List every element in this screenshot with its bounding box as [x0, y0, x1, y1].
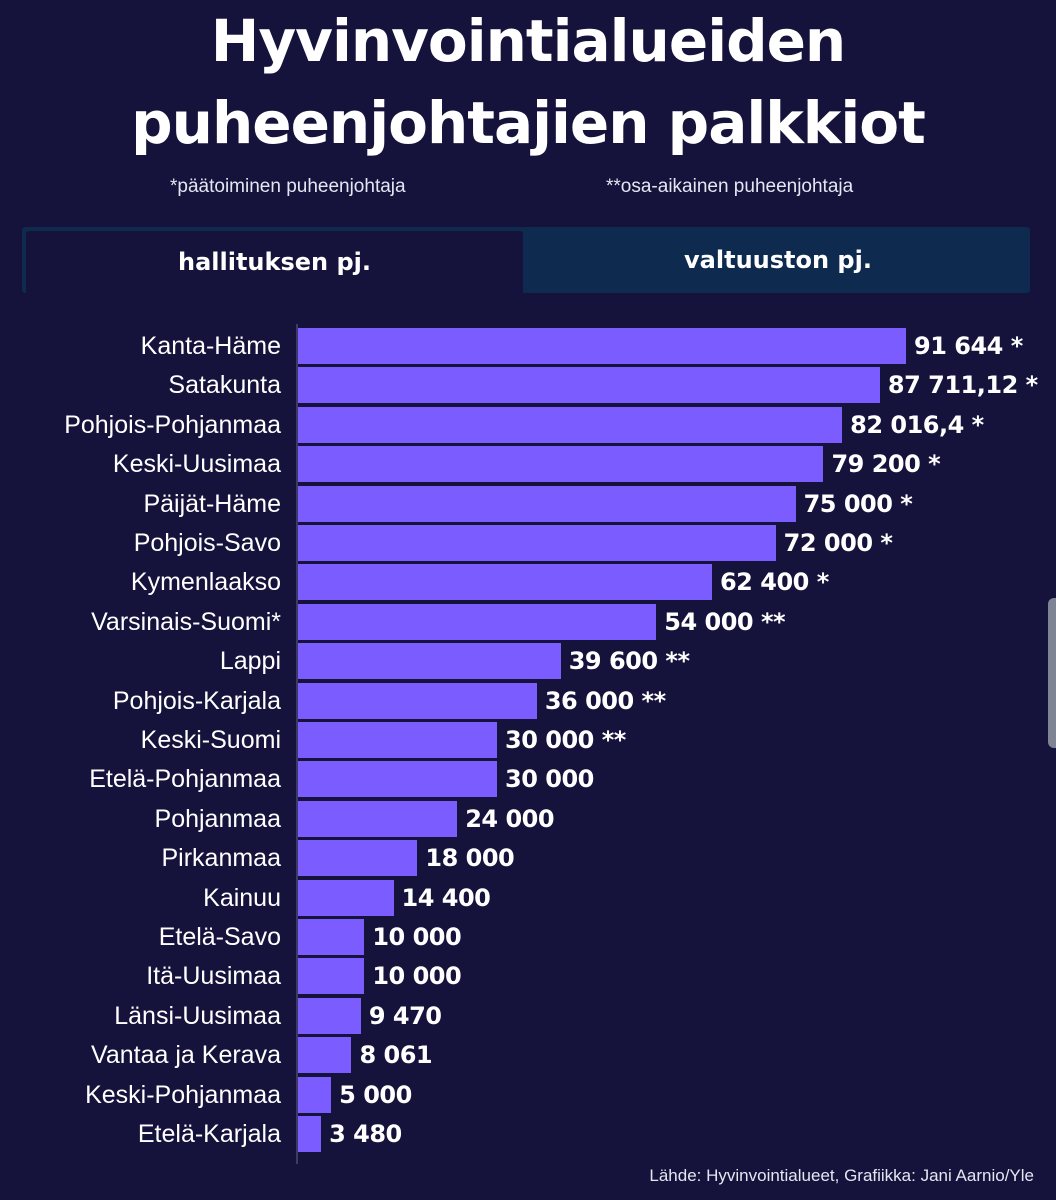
bar: [298, 800, 458, 837]
value-label: 75 000 *: [803, 489, 913, 518]
bar-row: Keski-Suomi 30 000 **: [0, 722, 1056, 758]
bar: [298, 840, 418, 877]
value-label: 5 000: [339, 1080, 412, 1109]
category-label: Pohjois-Karjala: [112, 686, 281, 715]
bar-row: Kanta-Häme 91 644 *: [0, 328, 1056, 364]
bar: [298, 761, 498, 798]
value-label: 36 000 **: [544, 686, 666, 715]
chart-title-line-1: Hyvinvointialueiden: [210, 7, 846, 75]
bar-row: Kainuu 14 400: [0, 879, 1056, 916]
value-label: 18 000: [425, 844, 515, 873]
bar: [298, 919, 365, 955]
value-label: 87 711,12 *: [887, 371, 1038, 400]
bar-row: Keski-Pohjanmaa 5 000: [0, 1076, 1056, 1113]
value-label: 54 000 **: [664, 607, 786, 636]
value-label: 24 000: [465, 804, 555, 833]
bar: [298, 485, 796, 522]
category-label: Lappi: [219, 647, 281, 676]
category-label: Satakunta: [168, 371, 281, 400]
value-label: 14 400: [401, 883, 491, 912]
value-label: 82 016,4 *: [850, 410, 984, 439]
bar-row: Pohjois-Savo 72 000 *: [0, 525, 1056, 561]
footnotes: *päätoiminen puheenjohtaja **osa-aikaine…: [0, 176, 1056, 206]
value-label: 8 061: [359, 1041, 433, 1070]
bar: [298, 1037, 352, 1074]
bar-row: Kymenlaakso 62 400 *: [0, 564, 1056, 601]
bar: [298, 446, 824, 483]
category-label: Pirkanmaa: [161, 844, 282, 873]
bar: [298, 643, 561, 680]
bar: [298, 564, 712, 601]
category-label: Pohjanmaa: [154, 804, 281, 833]
bar-row: Itä-Uusimaa 10 000: [0, 958, 1056, 995]
bar: [298, 1076, 332, 1113]
value-label: 9 470: [368, 1001, 442, 1030]
category-label: Kainuu: [203, 883, 281, 912]
bar-row: Pirkanmaa 18 000: [0, 840, 1056, 877]
bar: [298, 997, 361, 1034]
bar: [298, 603, 657, 640]
y-axis-line: [296, 324, 298, 1164]
bar-row: Lappi 39 600 **: [0, 643, 1056, 680]
value-label: 62 400 *: [719, 568, 829, 597]
tab-bar: hallituksen pj. valtuuston pj.: [22, 227, 1030, 293]
category-label: Pohjois-Pohjanmaa: [64, 410, 281, 439]
bar-row: Etelä-Savo 10 000: [0, 919, 1056, 955]
bar-row: Satakunta 87 711,12 *: [0, 367, 1056, 404]
category-label: Päijät-Häme: [143, 489, 281, 518]
category-label: Varsinais-Suomi*: [91, 607, 281, 636]
bar-row: Päijät-Häme 75 000 *: [0, 485, 1056, 522]
category-label: Pohjois-Savo: [133, 529, 281, 557]
category-label: Keski-Suomi: [140, 726, 281, 754]
bar-row: Pohjois-Pohjanmaa 82 016,4 *: [0, 406, 1056, 443]
category-label: Kanta-Häme: [140, 332, 281, 360]
note-fulltime: *päätoiminen puheenjohtaja: [170, 176, 406, 197]
value-label: 79 200 *: [831, 450, 941, 479]
value-label: 10 000: [372, 923, 462, 951]
bar: [298, 958, 365, 995]
bar-row: Pohjois-Karjala 36 000 **: [0, 682, 1056, 719]
bar: [298, 406, 843, 443]
bar: [298, 879, 394, 916]
bar: [298, 682, 537, 719]
bar-row: Etelä-Karjala 3 480: [0, 1116, 1056, 1152]
value-label: 10 000: [372, 962, 462, 991]
category-label: Länsi-Uusimaa: [114, 1001, 281, 1030]
category-label: Etelä-Pohjanmaa: [89, 765, 281, 794]
value-label: 72 000 *: [783, 529, 893, 557]
value-label: 3 480: [329, 1120, 402, 1148]
chart-title: Hyvinvointialueiden puheenjohtajien palk…: [0, 0, 1056, 164]
value-label: 30 000 **: [505, 726, 626, 754]
bar-row: Keski-Uusimaa 79 200 *: [0, 446, 1056, 483]
tab-hallituksen-pj[interactable]: hallituksen pj.: [26, 231, 523, 293]
scrollbar-handle[interactable]: [1048, 598, 1056, 748]
value-label: 91 644 *: [914, 332, 1023, 360]
value-label: 30 000: [505, 765, 594, 794]
bar-row: Etelä-Pohjanmaa 30 000: [0, 761, 1056, 798]
source-credit: Lähde: Hyvinvointialueet, Grafiikka: Jan…: [649, 1166, 1034, 1185]
category-label: Vantaa ja Kerava: [91, 1041, 281, 1070]
chart-title-line-2: puheenjohtajien palkkiot: [131, 89, 926, 157]
category-label: Keski-Uusimaa: [112, 450, 281, 479]
bar: [298, 722, 498, 758]
category-label: Keski-Pohjanmaa: [85, 1080, 281, 1109]
category-label: Etelä-Karjala: [137, 1120, 281, 1148]
value-label: 39 600 **: [568, 647, 690, 676]
bar-row: Vantaa ja Kerava 8 061: [0, 1037, 1056, 1074]
category-label: Kymenlaakso: [130, 568, 281, 597]
category-label: Etelä-Savo: [158, 923, 281, 951]
bar-row: Pohjanmaa 24 000: [0, 800, 1056, 837]
bar: [298, 328, 906, 364]
bar: [298, 1116, 322, 1152]
bar-chart: Kanta-Häme 91 644 * Satakunta 87 711,12 * Po…: [0, 318, 1056, 1164]
tab-valtuuston-pj[interactable]: valtuuston pj.: [684, 246, 872, 274]
bar-row: Länsi-Uusimaa 9 470: [0, 997, 1056, 1034]
bar: [298, 367, 880, 404]
note-parttime: **osa-aikainen puheenjohtaja: [606, 176, 854, 197]
bar: [298, 525, 776, 561]
bar-row: Varsinais-Suomi* 54 000 **: [0, 603, 1056, 640]
category-label: Itä-Uusimaa: [146, 962, 281, 991]
